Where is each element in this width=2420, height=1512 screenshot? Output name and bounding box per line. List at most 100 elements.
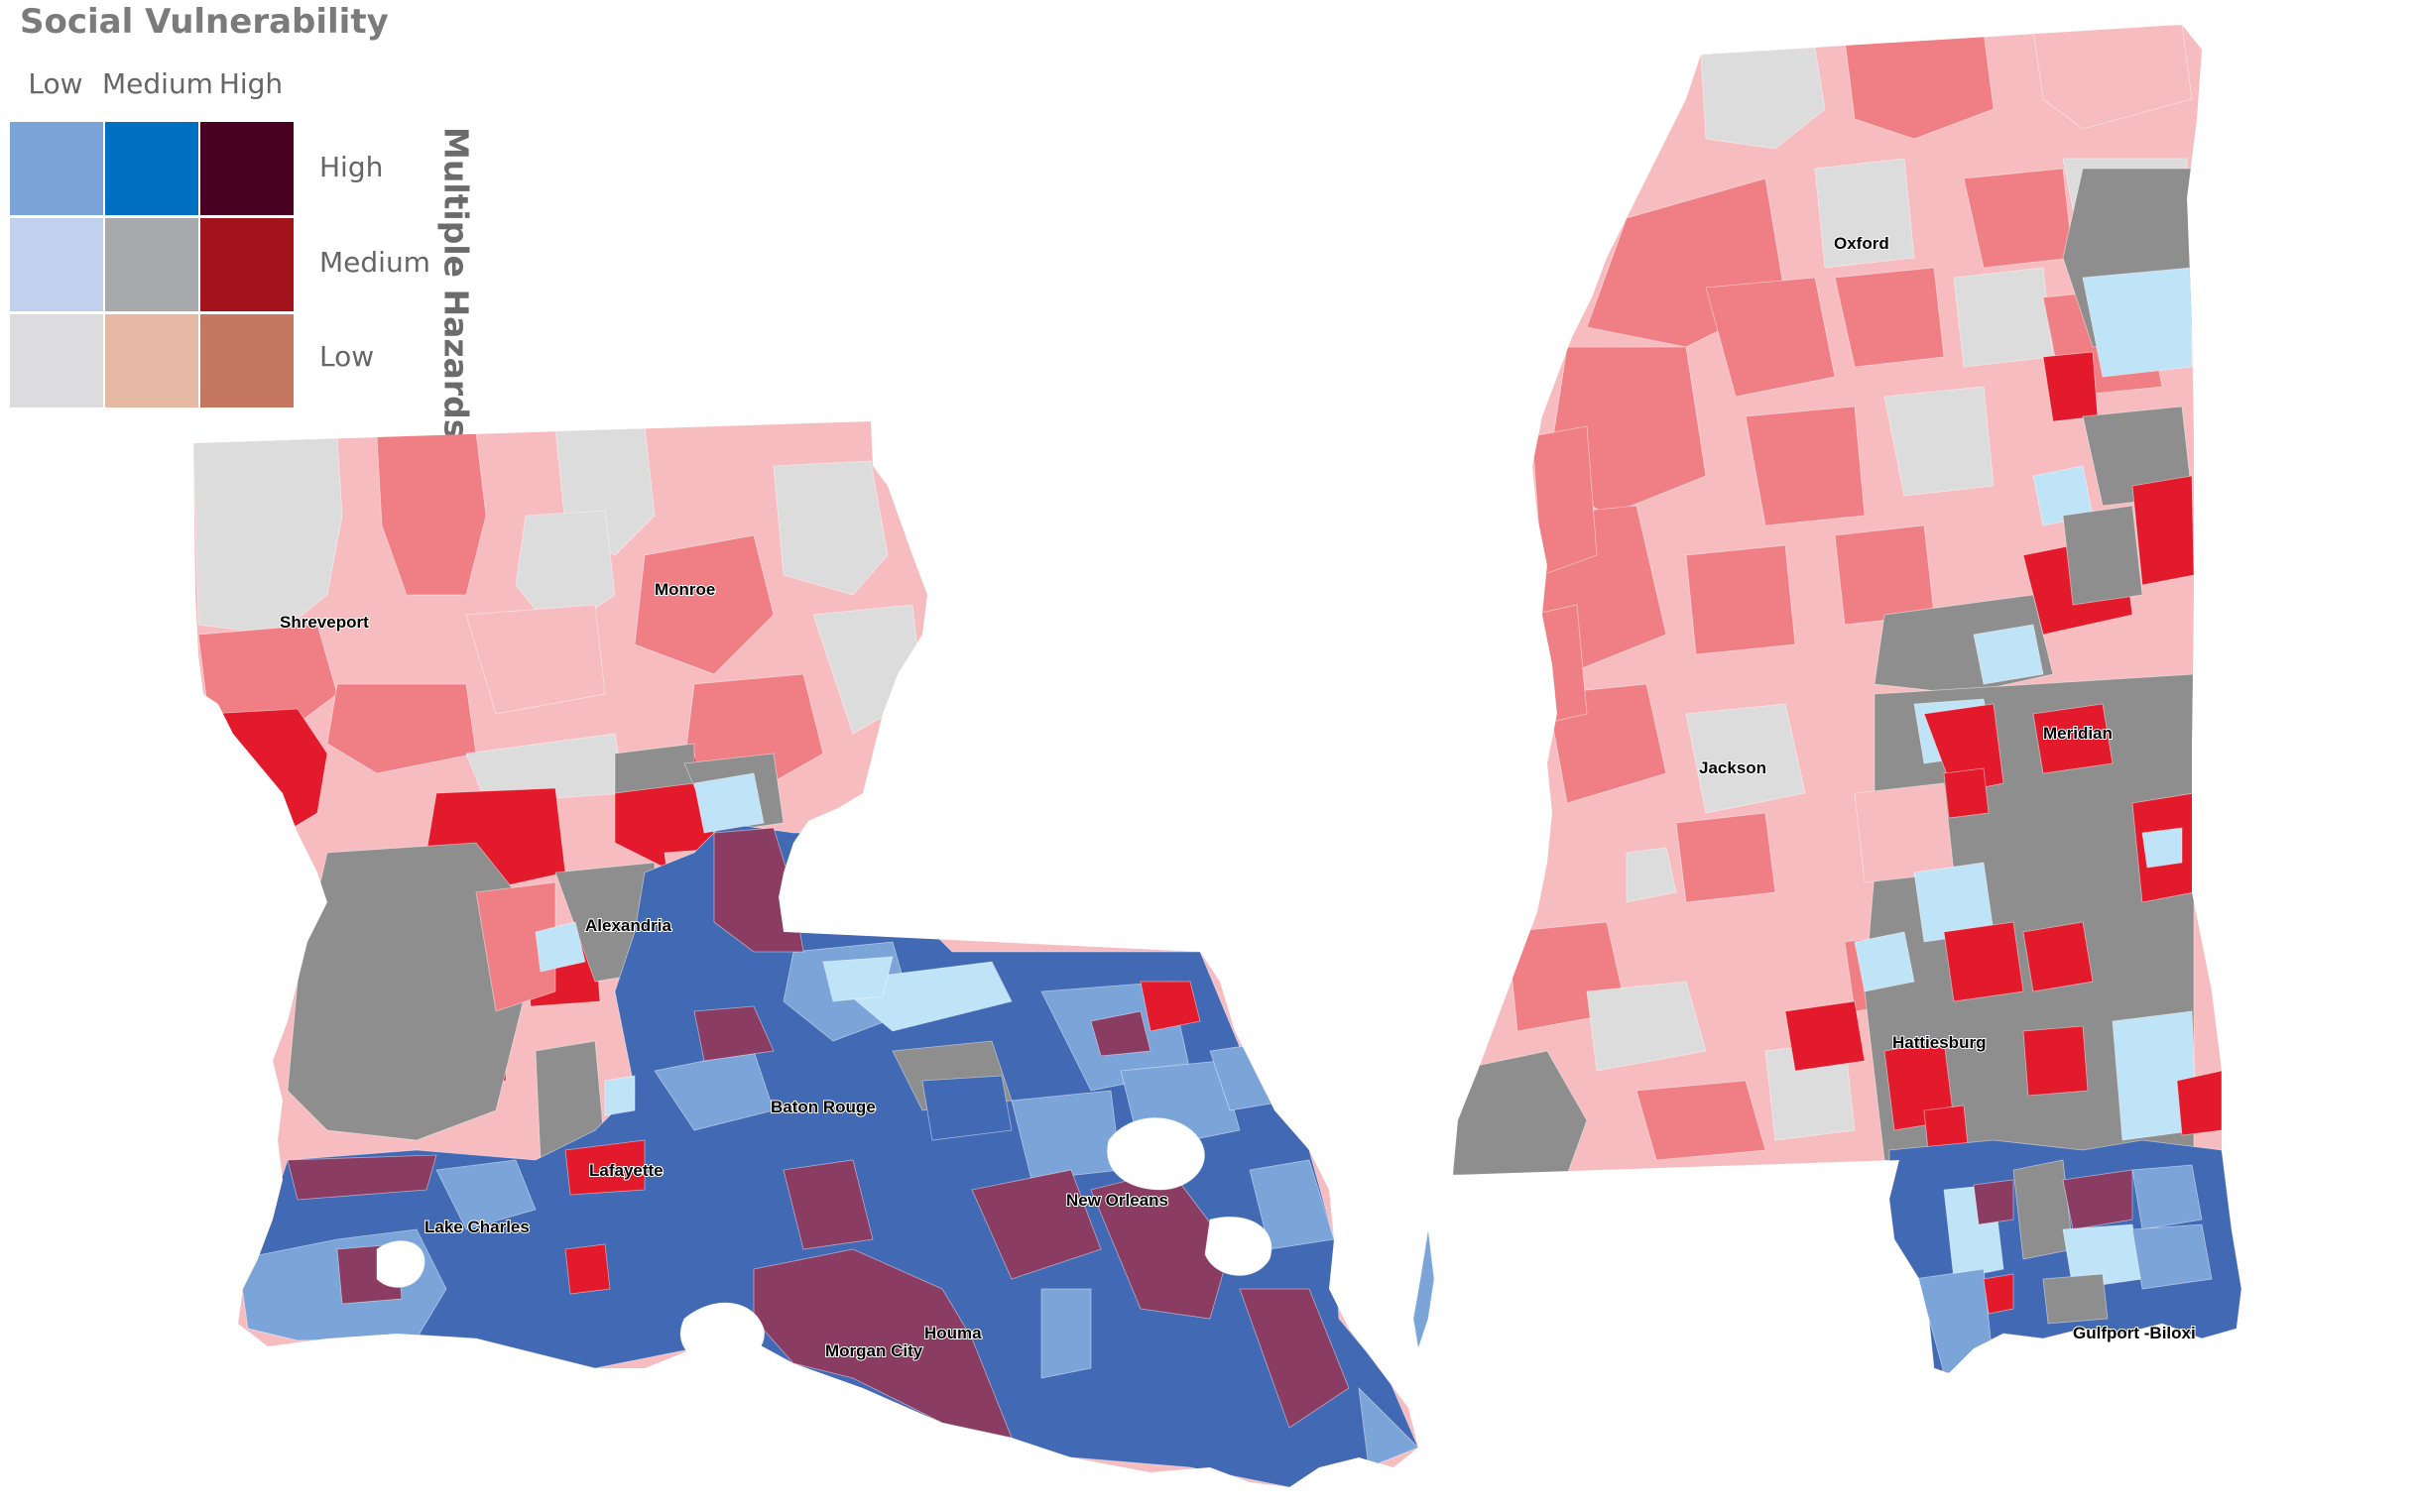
legend-cell-medium-high	[105, 122, 198, 215]
la-tract	[822, 956, 894, 1002]
legend-cell-medium-low	[105, 314, 198, 407]
ms-tract	[2062, 1169, 2133, 1230]
ms-tract	[1700, 47, 1826, 150]
ms-tract	[1814, 158, 1915, 269]
legend-title: Social Vulnerability	[20, 2, 389, 42]
city-label-gulfport-biloxi: Gulfport -Biloxi	[2073, 1324, 2196, 1342]
la-tract	[1090, 1010, 1151, 1057]
la-tract	[1249, 1159, 1335, 1250]
ms-tract	[2032, 703, 2114, 774]
la-tract	[287, 1154, 437, 1201]
city-label-lafayette: Lafayette	[589, 1161, 664, 1180]
ms-tract	[1854, 782, 1955, 883]
ms-tract	[1685, 544, 1796, 655]
ms-tract	[2042, 351, 2099, 422]
ms-tract	[1963, 168, 2074, 269]
city-label-monroe: Monroe	[655, 580, 715, 599]
la-tract	[713, 827, 804, 953]
city-label-alexandria: Alexandria	[585, 916, 671, 935]
la-tract	[326, 683, 477, 774]
ms-tract	[1705, 277, 1836, 398]
ms-tract	[1675, 812, 1776, 903]
ms-tract	[1531, 604, 1588, 725]
legend-cell-high-medium	[200, 218, 294, 311]
la-tract	[971, 1169, 1102, 1280]
ms-tract	[1973, 624, 2044, 685]
legend-row-medium: Medium	[319, 246, 430, 279]
la-tract	[783, 1159, 874, 1250]
ms-tract	[1913, 1268, 1995, 1373]
la-tract	[1239, 1288, 1350, 1429]
ms-tract	[1973, 1179, 2014, 1225]
la-tract	[693, 772, 765, 834]
lake-pontchartrain	[1107, 1117, 1205, 1191]
city-label-baton-rouge: Baton Rouge	[771, 1098, 876, 1116]
la-tract	[634, 534, 775, 675]
legend-cell-low-medium	[10, 218, 103, 311]
la-tract	[693, 1005, 775, 1062]
ms-tract	[1883, 386, 1995, 497]
ms-tract	[2131, 1164, 2203, 1230]
legend-col-medium: Medium	[102, 67, 213, 100]
ms-tract	[2082, 267, 2193, 378]
la-tract	[753, 1248, 1013, 1439]
ms-tract	[1784, 1000, 1866, 1072]
legend-axis-multiple-hazards: Multiple Hazards	[436, 126, 476, 439]
ms-tract	[2131, 1223, 2213, 1290]
la-tract	[1140, 981, 1201, 1032]
ms-tract	[1854, 931, 1915, 992]
la-tract	[197, 624, 338, 725]
ms-tract	[1943, 767, 1990, 819]
ms-tract	[1626, 847, 1677, 903]
ms-tract	[2022, 1025, 2089, 1097]
ms-tract	[2022, 921, 2094, 992]
legend-cell-low-low	[10, 314, 103, 407]
ms-tract	[2042, 1273, 2109, 1325]
lake-borgne	[1204, 1217, 1272, 1276]
city-label-meridian: Meridian	[2043, 724, 2113, 743]
legend-cell-low-high	[10, 122, 103, 215]
city-label-shreveport: Shreveport	[280, 613, 369, 632]
legend-cell-high-low	[200, 314, 294, 407]
la-tract	[1011, 1090, 1122, 1181]
la-tract	[475, 881, 556, 1012]
ms-tract	[1834, 267, 1945, 368]
ms-tract	[1586, 981, 1707, 1072]
city-label-jackson: Jackson	[1699, 758, 1766, 777]
ms-tract	[2131, 475, 2195, 586]
la-tract	[1040, 1288, 1092, 1379]
la-bay	[679, 1302, 765, 1365]
city-label-houma: Houma	[924, 1324, 982, 1342]
legend-col-low: Low	[28, 67, 83, 100]
legend-row-high: High	[319, 151, 384, 183]
ms-tract	[2176, 1070, 2223, 1136]
ms-tract	[1531, 425, 1598, 576]
ms-tract	[1943, 921, 2024, 1002]
la-tract	[773, 460, 889, 596]
ms-tract	[2062, 505, 2143, 606]
la-tract	[564, 1139, 646, 1196]
city-label-lake-charles: Lake Charles	[424, 1218, 530, 1236]
la-tract	[465, 604, 606, 715]
ms-tract	[2012, 1159, 2074, 1260]
chandeleur-islands	[1412, 1228, 1435, 1349]
ms-tract	[1453, 1050, 1588, 1176]
ms-tract	[1983, 1273, 2014, 1315]
la-tract	[604, 1075, 636, 1116]
city-label-new-orleans: New Orleans	[1066, 1191, 1168, 1210]
la-tract	[435, 1159, 537, 1230]
louisiana-map	[193, 421, 1435, 1487]
ms-tract	[1635, 1080, 1766, 1161]
legend-cell-medium-medium	[105, 218, 198, 311]
city-labels: Shreveport Monroe Alexandria Baton Rouge…	[279, 233, 2197, 1361]
ms-tract	[1685, 703, 1806, 814]
city-label-hattiesburg: Hattiesburg	[1892, 1033, 1986, 1052]
calcasieu-lake	[376, 1240, 425, 1288]
la-tract	[287, 842, 527, 1141]
ms-tract	[1953, 267, 2054, 368]
la-tract	[564, 1243, 611, 1295]
city-label-morgan-city: Morgan City	[825, 1341, 923, 1360]
ms-tract	[1745, 406, 1866, 526]
